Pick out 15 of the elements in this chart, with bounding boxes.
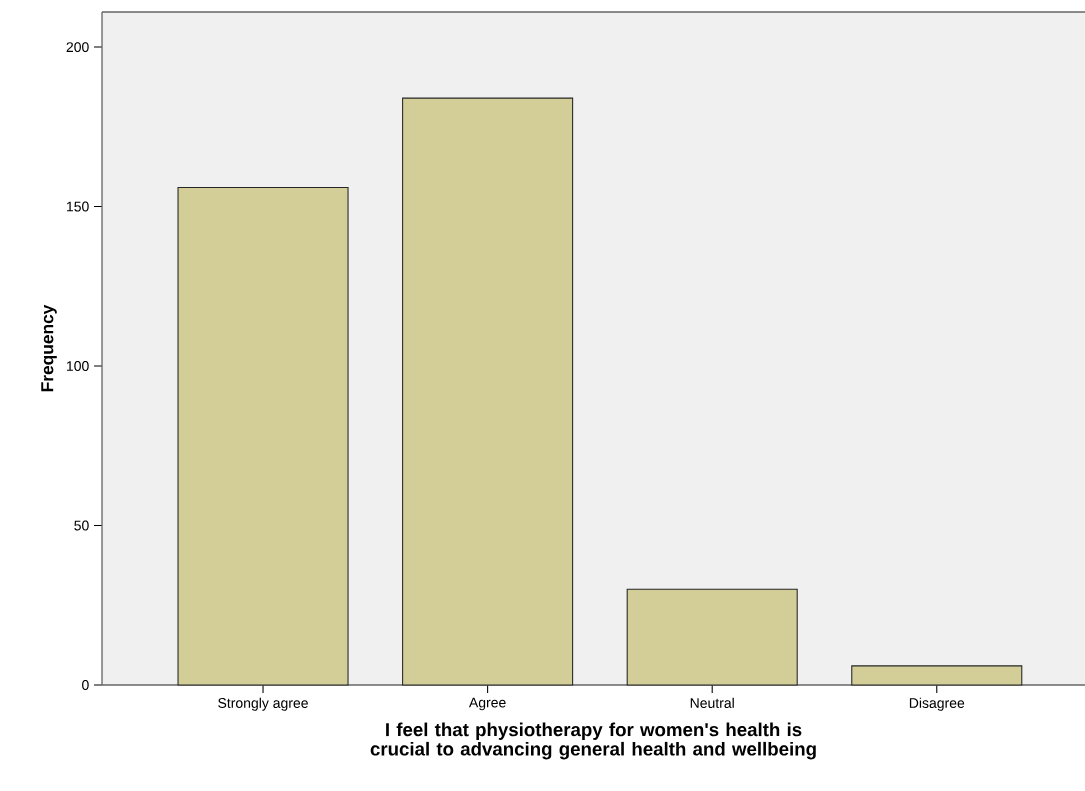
bar — [177, 186, 349, 686]
y-tick-label: 0 — [82, 680, 89, 690]
y-axis-title: Frequency — [41, 304, 57, 392]
x-tick-label: Strongly agree — [218, 697, 308, 711]
y-tick-label: 200 — [66, 42, 89, 53]
x-axis-title: I feel that physiotherapy for women's health is crucial to advancing general health and wellbeing — [370, 722, 816, 760]
x-tick-label: Neutral — [690, 697, 734, 708]
bar — [851, 665, 1023, 686]
bar — [626, 588, 798, 686]
x-tick-label: Agree — [468, 697, 506, 711]
y-tick-label: 150 — [67, 201, 89, 212]
y-tick-label: 50 — [74, 520, 89, 531]
x-tick-label: Disagree — [909, 697, 965, 711]
y-tick-label: 100 — [67, 361, 89, 371]
bar — [402, 97, 574, 686]
